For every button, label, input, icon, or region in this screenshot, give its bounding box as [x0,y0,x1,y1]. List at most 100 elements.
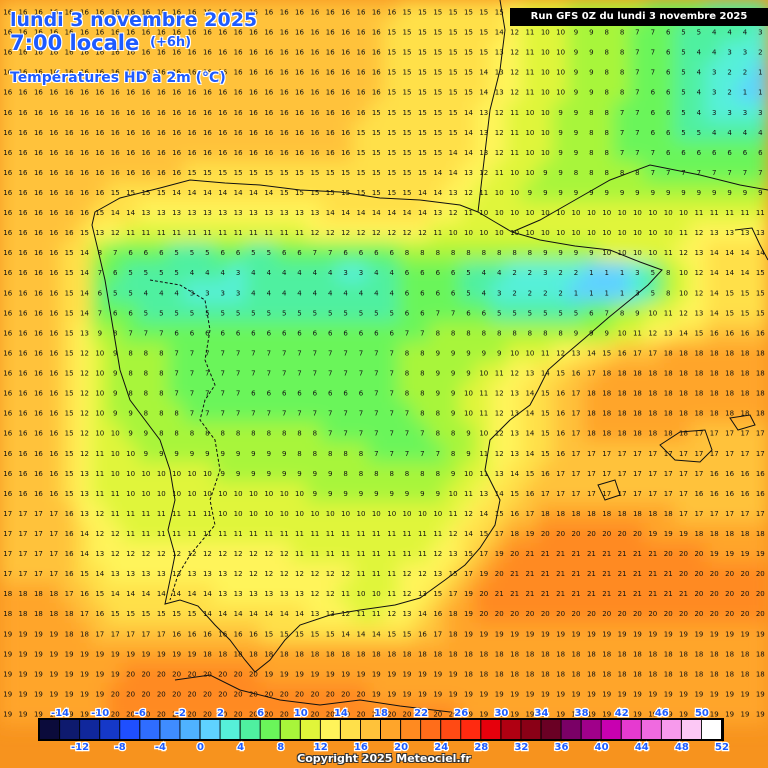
grid-value: 18 [679,430,688,438]
grid-value: 20 [218,690,227,698]
grid-value: 16 [3,149,12,157]
field-cell [106,402,124,425]
grid-value: 20 [234,711,243,719]
field-cell [244,321,263,344]
grid-value: 10 [525,169,534,177]
grid-value: 17 [664,450,673,458]
grid-value: 19 [310,670,319,678]
grid-value: 8 [558,329,562,337]
field-cell [244,341,263,364]
grid-value: 7 [389,370,393,378]
field-cell [183,382,201,405]
field-cell [720,281,739,304]
grid-value: 16 [34,269,43,277]
grid-value: 8 [451,249,455,257]
grid-value: 16 [572,370,581,378]
field-cell [413,241,432,264]
grid-value: 18 [618,430,627,438]
field-cell [106,281,124,304]
grid-value: 11 [341,550,350,558]
grid-value: 20 [556,530,565,538]
field-cell [290,1,309,24]
grid-value: 7 [297,370,301,378]
grid-value: 18 [418,650,427,658]
grid-value: 12 [80,450,89,458]
grid-value: 14 [80,550,89,558]
field-cell [45,221,63,244]
grid-value: 15 [80,570,89,578]
field-cell [198,321,217,344]
grid-value: 6 [405,309,410,317]
field-cell [168,141,186,164]
field-cell [183,161,201,184]
grid-value: 16 [310,69,319,77]
grid-value: 4 [313,269,318,277]
grid-value: 16 [280,29,289,37]
grid-value: 16 [95,89,104,97]
field-cell [0,161,17,184]
grid-value: 15 [756,309,765,317]
grid-value: 10 [541,149,550,157]
field-cell [429,61,447,84]
grid-value: 18 [694,670,703,678]
grid-value: 14 [111,590,120,598]
grid-value: 10 [618,209,627,217]
grid-value: 8 [144,390,148,398]
grid-value: 10 [326,510,335,518]
field-cell [260,221,278,244]
field-cell [567,201,585,224]
field-cell [183,41,201,64]
grid-value: 10 [95,410,104,418]
field-cell [29,121,48,144]
grid-value: 9 [389,490,393,498]
field-cell [121,121,140,144]
field-cell [598,61,616,84]
field-cell [720,362,739,385]
field-cell [244,201,263,224]
grid-value: 5 [144,309,148,317]
grid-value: 15 [479,530,488,538]
grid-value: 21 [525,590,534,598]
grid-value: 18 [357,650,366,658]
grid-value: 7 [174,350,178,358]
field-cell [429,81,447,104]
grid-value: 16 [341,89,350,97]
field-cell [705,41,723,64]
grid-value: 9 [374,490,378,498]
grid-value: 7 [174,370,178,378]
grid-value: 12 [694,289,703,297]
field-cell [582,41,601,64]
grid-value: 19 [111,670,120,678]
grid-value: 15 [464,89,473,97]
grid-value: 19 [34,630,43,638]
grid-value: 15 [464,9,473,17]
grid-value: 16 [188,129,197,137]
grid-value: 18 [19,610,28,618]
field-cell [720,301,739,324]
grid-value: 8 [528,329,532,337]
grid-value: 10 [556,49,565,57]
field-cell [306,422,324,445]
field-cell [644,121,662,144]
field-cell [45,41,63,64]
grid-value: 14 [387,209,396,217]
grid-value: 10 [126,450,135,458]
grid-value: 10 [234,490,243,498]
field-cell [336,362,355,385]
grid-value: 11 [387,570,396,578]
field-cell [29,281,48,304]
field-cell [137,362,155,385]
grid-value: 16 [34,289,43,297]
grid-value: 11 [310,530,319,538]
grid-value: 19 [679,530,688,538]
field-cell [444,362,462,385]
grid-value: 21 [510,590,519,598]
grid-value: 11 [464,209,473,217]
grid-value: 6 [128,309,133,317]
field-cell [168,41,186,64]
field-cell [336,41,355,64]
field-cell [260,161,278,184]
field-cell [14,141,32,164]
grid-value: 6 [420,309,425,317]
field-cell [413,201,432,224]
